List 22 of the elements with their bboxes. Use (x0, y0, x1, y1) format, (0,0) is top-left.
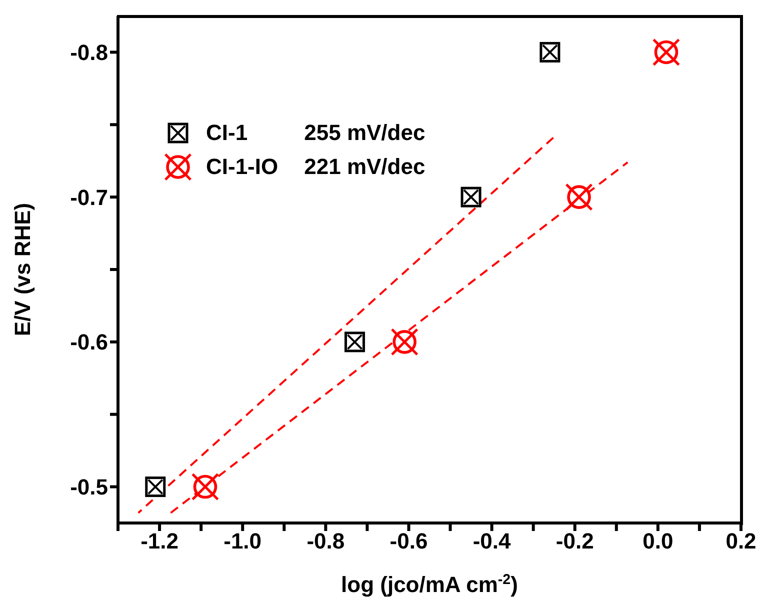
point (540, 42, 560, 62)
x-axis-title: log (jco/mA cm$^{-2}$) (341, 572, 518, 597)
y-axis-title: E/V (vs RHE) (10, 202, 35, 336)
annotation: 221 mV/dec (304, 154, 426, 180)
x-tick-label: -0.4 (472, 528, 512, 554)
y-tick-label: -0.7 (70, 184, 108, 210)
x-tick-label: -0.6 (390, 528, 428, 554)
x-tick-label: -1.0 (224, 528, 262, 554)
point (344, 332, 365, 352)
y-tick-label: -0.8 (70, 40, 108, 66)
y-tick-label: -0.6 (70, 330, 108, 355)
x-tick-label: -0.8 (306, 528, 345, 554)
legend-label: CI-1-IO (206, 154, 278, 180)
x-tick-label: -0.2 (556, 528, 594, 554)
x-tick-label: 0.0 (642, 528, 674, 554)
x-tick-label: -1.2 (140, 528, 178, 554)
point (460, 186, 482, 208)
annotation: 255 mV/dec (304, 120, 426, 146)
point (145, 476, 166, 498)
y-tick-label: -0.5 (70, 474, 108, 500)
legend-label: CI-1 (206, 120, 249, 146)
x-tick-label: 0.2 (726, 528, 756, 554)
